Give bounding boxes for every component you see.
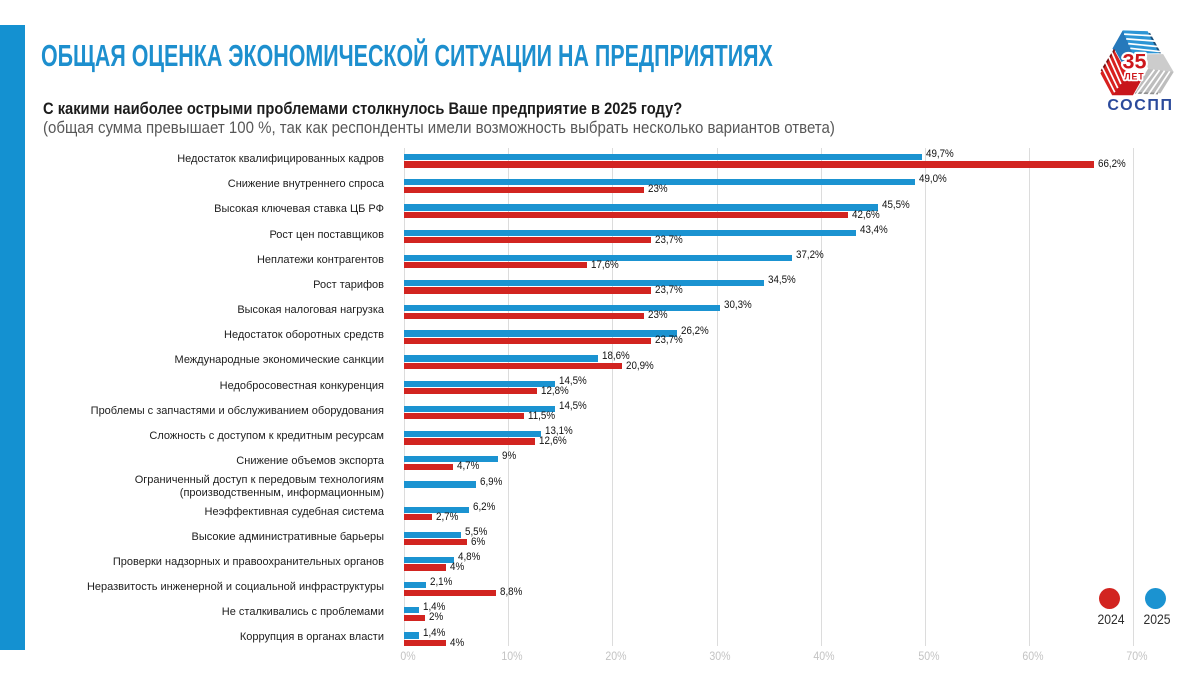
svg-text:ЛЕТ: ЛЕТ xyxy=(1124,71,1144,81)
svg-text:35: 35 xyxy=(1123,49,1147,73)
svg-text:35: 35 xyxy=(1123,49,1147,73)
svg-text:ЛЕТ: ЛЕТ xyxy=(1124,71,1144,81)
